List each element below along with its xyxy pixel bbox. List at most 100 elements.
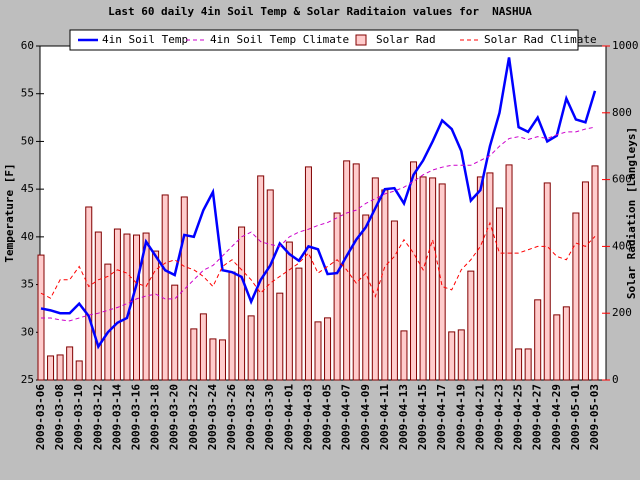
bar: [266, 189, 274, 381]
x-tick-label: 2009-04-09: [359, 384, 372, 450]
x-tick-label: 2009-04-19: [454, 384, 467, 450]
y2-tick-label: 1000: [612, 39, 639, 52]
y-axis-label: Temperature [F]: [3, 163, 16, 262]
x-tick-label: 2009-03-10: [72, 384, 85, 450]
bar: [171, 284, 179, 381]
y2-tick-label: 800: [612, 106, 632, 119]
bar: [295, 267, 303, 381]
bar: [333, 212, 341, 381]
bar: [495, 207, 503, 381]
bar: [553, 314, 561, 381]
legend-label: Solar Rad: [376, 33, 436, 46]
x-tick-label: 2009-04-25: [512, 384, 525, 450]
line: [41, 126, 596, 322]
bar: [438, 183, 446, 381]
x-tick-label: 2009-04-21: [473, 384, 486, 451]
bar: [572, 212, 580, 381]
legend: [69, 29, 579, 51]
bar: [419, 176, 427, 381]
bar: [47, 355, 55, 381]
legend-label: 4in Soil Temp Climate: [210, 33, 349, 46]
x-tick-label: 2009-03-26: [225, 384, 238, 451]
line: [40, 57, 597, 350]
chart-title: Last 60 daily 4in Soil Temp & Solar Radi…: [108, 5, 532, 18]
y2-tick-label: 600: [612, 173, 632, 186]
bar: [562, 306, 570, 381]
y-tick-label: 40: [21, 230, 34, 243]
bar: [113, 228, 121, 381]
x-tick-label: 2009-03-24: [206, 384, 219, 451]
y2-tick-label: 0: [612, 373, 619, 386]
bar: [247, 315, 255, 381]
bar: [199, 313, 207, 381]
bar: [400, 330, 408, 381]
bar: [429, 177, 437, 381]
bar: [218, 339, 226, 381]
x-tick-label: 2009-04-11: [378, 384, 391, 451]
y-tick-label: 45: [21, 182, 34, 195]
x-tick-label: 2009-04-29: [550, 384, 563, 450]
bar: [534, 299, 542, 381]
bar: [276, 292, 284, 381]
x-tick-label: 2009-03-08: [53, 384, 66, 450]
bar: [238, 226, 246, 381]
x-tick-label: 2009-05-03: [588, 384, 601, 450]
x-tick-label: 2009-03-20: [168, 384, 181, 450]
x-tick-label: 2009-03-12: [91, 384, 104, 450]
y2-axis-label: Solar Radiation [Langleys]: [625, 127, 638, 299]
x-tick-label: 2009-03-18: [149, 384, 162, 450]
bar: [381, 189, 389, 381]
x-tick-label: 2009-03-14: [110, 384, 123, 451]
bar: [180, 196, 188, 381]
y-tick-label: 50: [21, 134, 34, 147]
legend-swatch: [355, 34, 367, 46]
legend-label: Solar Rad Climate: [484, 33, 597, 46]
bar: [457, 329, 465, 381]
x-tick-label: 2009-03-22: [187, 384, 200, 450]
bar: [410, 161, 418, 381]
y-tick-label: 60: [21, 39, 34, 52]
y-tick-label: 35: [21, 278, 34, 291]
bar: [314, 321, 322, 381]
bar: [285, 241, 293, 381]
legend-label: 4in Soil Temp: [102, 33, 188, 46]
bar: [581, 181, 589, 381]
bar: [515, 348, 523, 381]
bar: [524, 348, 532, 381]
bar: [486, 172, 494, 381]
x-tick-label: 2009-04-17: [435, 384, 448, 450]
bar: [209, 338, 217, 381]
x-tick-label: 2009-03-28: [244, 384, 257, 450]
y2-tick-label: 400: [612, 239, 632, 252]
bar: [476, 176, 484, 381]
x-tick-label: 2009-04-03: [301, 384, 314, 450]
bar: [228, 271, 236, 381]
x-tick-label: 2009-03-16: [130, 384, 143, 451]
bar: [352, 163, 360, 381]
y-tick-label: 55: [21, 87, 34, 100]
bar: [467, 270, 475, 381]
bar: [56, 354, 64, 381]
bar: [161, 194, 169, 381]
x-tick-label: 2009-03-30: [263, 384, 276, 450]
x-tick-label: 2009-04-23: [492, 384, 505, 450]
bar: [133, 234, 141, 381]
x-tick-label: 2009-04-07: [340, 384, 353, 450]
y-tick-label: 25: [21, 373, 34, 386]
y-tick-label: 30: [21, 325, 34, 338]
x-tick-label: 2009-03-06: [34, 384, 47, 451]
bar: [371, 177, 379, 381]
bar: [543, 182, 551, 381]
y2-tick-label: 200: [612, 306, 632, 319]
bar: [362, 214, 370, 381]
x-tick-label: 2009-04-15: [416, 384, 429, 450]
x-tick-label: 2009-04-01: [282, 384, 295, 451]
x-tick-label: 2009-04-05: [321, 384, 334, 450]
bar: [505, 164, 513, 381]
bar: [85, 206, 93, 381]
bar: [75, 360, 83, 381]
bar: [152, 250, 160, 381]
x-tick-label: 2009-04-13: [397, 384, 410, 450]
line: [40, 221, 596, 299]
